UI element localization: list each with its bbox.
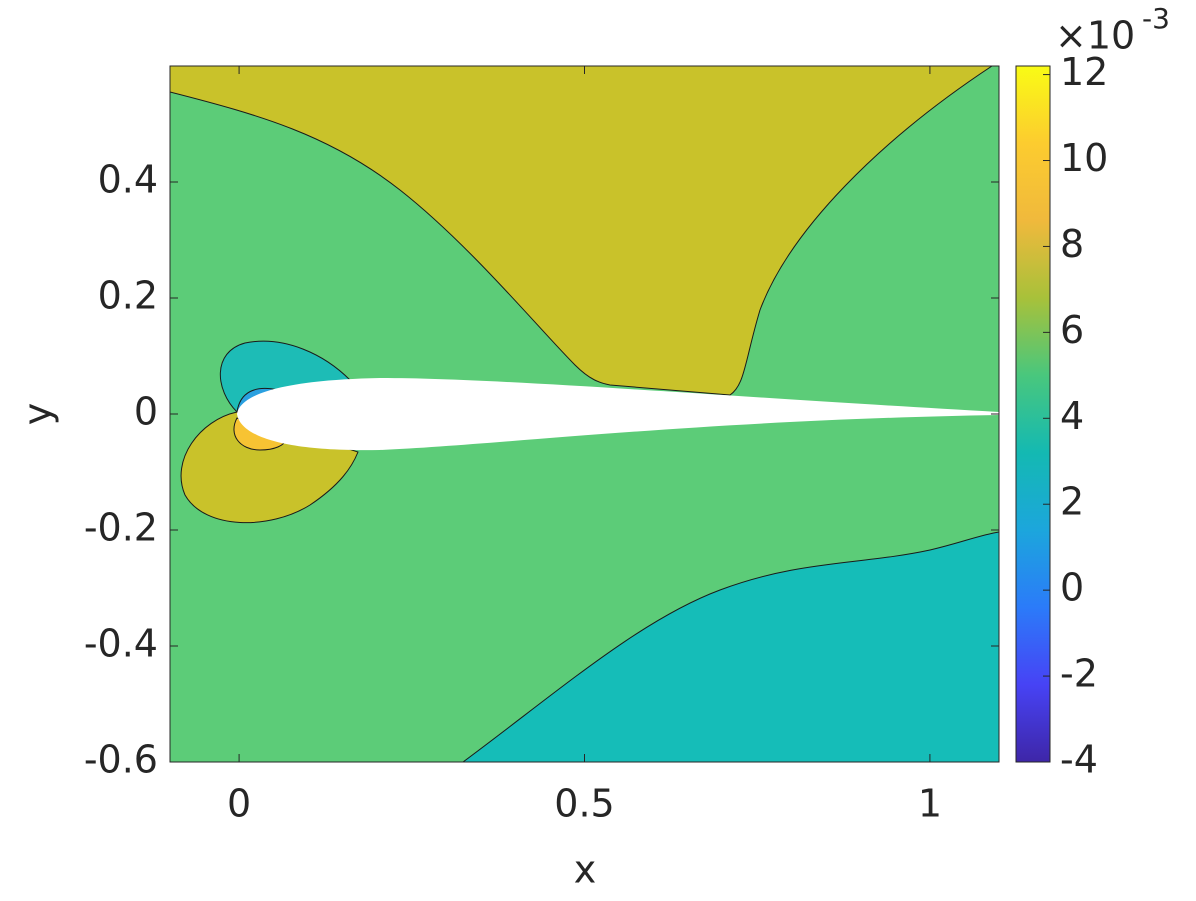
contour-region xyxy=(462,531,999,762)
x-tick-label: 0.5 xyxy=(554,782,614,826)
x-axis-label: x xyxy=(574,848,597,892)
colorbar-multiplier: ×10 xyxy=(1055,14,1135,58)
colorbar-tick-label: 6 xyxy=(1060,308,1084,352)
y-tick-label: 0 xyxy=(134,390,158,434)
x-tick-label: 1 xyxy=(918,782,942,826)
airfoil xyxy=(237,378,999,451)
colorbar-tick-label: 8 xyxy=(1060,222,1084,266)
colorbar-tick-label: -2 xyxy=(1060,652,1098,696)
y-tick-label: 0.4 xyxy=(98,158,158,202)
contour-plot xyxy=(170,66,999,762)
colorbar-tick-label: 12 xyxy=(1060,50,1108,94)
colorbar-exponent: -3 xyxy=(1142,2,1170,35)
colorbar-tick-label: -4 xyxy=(1060,738,1098,782)
colorbar-tick-label: 10 xyxy=(1060,136,1108,180)
colorbar-tick-label: 4 xyxy=(1060,394,1084,438)
colorbar-tick-label: 2 xyxy=(1060,480,1084,524)
y-tick-label: 0.2 xyxy=(98,274,158,318)
x-tick-label: 0 xyxy=(227,782,251,826)
y-tick-label: -0.2 xyxy=(84,506,158,550)
colorbar xyxy=(1015,65,1051,763)
y-axis-label: y xyxy=(16,403,60,426)
y-tick-label: -0.6 xyxy=(84,738,158,782)
colorbar-tick-label: 0 xyxy=(1060,566,1084,610)
y-tick-label: -0.4 xyxy=(84,622,158,666)
contour-region xyxy=(170,66,993,396)
